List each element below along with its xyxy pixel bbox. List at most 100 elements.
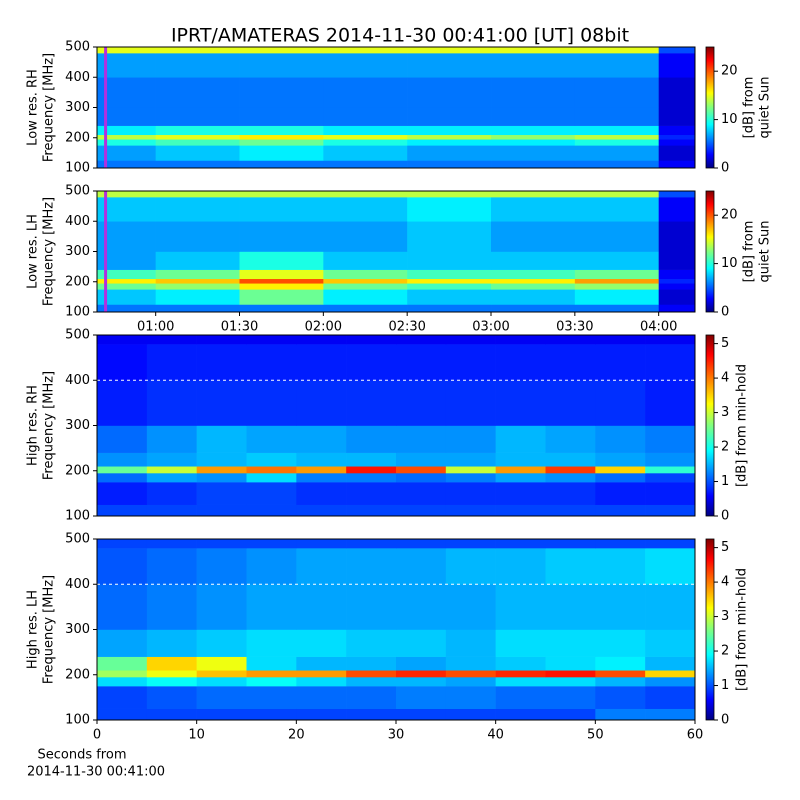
heatmap-cell: [323, 134, 408, 140]
x-tick-label: 03:00: [472, 320, 509, 335]
heatmap-cell: [323, 283, 408, 290]
heatmap-cell: [445, 466, 496, 474]
heatmap-cell: [595, 425, 646, 453]
heatmap-cell: [97, 125, 156, 136]
heatmap-cell: [346, 677, 397, 687]
heatmap-cell: [574, 160, 659, 169]
heatmap-cell: [445, 482, 496, 505]
heatmap-cell: [323, 145, 408, 161]
heatmap-cell: [574, 107, 659, 126]
colorbar-tick-label: 4: [721, 371, 729, 386]
heatmap-cell: [645, 686, 696, 709]
heatmap-cell: [239, 139, 324, 146]
heatmap-cell: [658, 160, 696, 169]
heatmap-cell: [346, 452, 397, 467]
colorbar-tick-label: 20: [721, 64, 738, 79]
heatmap-cell: [155, 139, 240, 146]
heatmap-cell: [155, 283, 240, 290]
heatmap-cell: [445, 473, 496, 483]
heatmap-cell: [658, 221, 696, 252]
heatmap-cell: [495, 504, 546, 517]
colorbar: [705, 190, 715, 313]
heatmap-cell: [323, 278, 408, 284]
y-tick-label: 300: [65, 244, 90, 259]
heatmap-cell: [574, 304, 659, 313]
heatmap-cell: [396, 708, 447, 721]
heatmap-cell: [239, 145, 324, 161]
heatmap-cell: [545, 708, 596, 721]
heatmap-cell: [346, 344, 397, 381]
heatmap-cell: [346, 380, 397, 426]
heatmap-cell: [296, 629, 347, 657]
heatmap-cell: [296, 584, 347, 630]
heatmap-cell: [407, 191, 492, 198]
y-tick-label: 500: [65, 40, 90, 55]
heatmap-cell: [346, 482, 397, 505]
heatmap-cell: [323, 197, 408, 222]
heatmap-cell: [97, 584, 148, 630]
heatmap-cell: [407, 289, 492, 305]
heatmap-cell: [407, 134, 492, 140]
heatmap-cell: [645, 482, 696, 505]
heatmap-cell: [495, 466, 546, 474]
heatmap-cell: [97, 269, 156, 280]
heatmap-cell: [396, 380, 447, 426]
figure-title: IPRT/AMATERAS 2014-11-30 00:41:00 [UT] 0…: [171, 25, 629, 47]
y-tick-label: 100: [65, 305, 90, 320]
heatmap-cell: [407, 77, 492, 108]
heatmap-cell: [491, 134, 576, 140]
heatmap-cell: [595, 504, 646, 517]
heatmap-cell: [491, 77, 576, 108]
heatmap-cell: [495, 677, 546, 687]
heatmap-cell: [323, 125, 408, 136]
colorbar-tick-label: 0: [721, 713, 729, 728]
heatmap-cell: [239, 125, 324, 136]
heatmap-cell: [246, 708, 297, 721]
heatmap-cell: [196, 677, 247, 687]
heatmap-cell: [323, 304, 408, 313]
heatmap-cell: [658, 304, 696, 313]
heatmap-cell: [495, 482, 546, 505]
heatmap-cell: [491, 221, 576, 252]
heatmap-cell: [645, 425, 696, 453]
heatmap-cell: [396, 452, 447, 467]
heatmap-cell: [239, 251, 324, 270]
heatmap-cell: [296, 335, 347, 345]
heatmap-cell: [658, 251, 696, 270]
heatmap-cell: [574, 289, 659, 305]
heatmap-cell: [491, 160, 576, 169]
heatmap-cell: [407, 47, 492, 54]
heatmap-cell: [296, 677, 347, 687]
heatmap-cell: [396, 425, 447, 453]
y-tick-label: 400: [65, 214, 90, 229]
heatmap-cell: [346, 504, 397, 517]
colorbar: [705, 334, 715, 517]
heatmap-cell: [346, 584, 397, 630]
heatmap-cell: [146, 482, 197, 505]
heatmap-cell: [323, 160, 408, 169]
heatmap-cell: [97, 191, 156, 198]
heatmap-cell: [323, 269, 408, 280]
heatmap-cell: [574, 221, 659, 252]
heatmap-cell: [239, 283, 324, 290]
heatmap-cell: [239, 53, 324, 78]
heatmap-cell: [97, 145, 156, 161]
heatmap-cell: [323, 77, 408, 108]
heatmap-cell: [491, 139, 576, 146]
y-tick-label: 200: [65, 274, 90, 289]
heatmap-cell: [97, 278, 156, 284]
heatmap-cell: [645, 344, 696, 381]
heatmap-cell: [239, 160, 324, 169]
heatmap-cell: [645, 629, 696, 657]
heatmap-cell: [495, 670, 546, 678]
heatmap-cell: [658, 283, 696, 290]
heatmap-cell: [658, 191, 696, 198]
heatmap-cell: [246, 452, 297, 467]
y-axis-label: High res. LH: [26, 590, 41, 669]
heatmap-cell: [595, 452, 646, 467]
heatmap-cell: [396, 677, 447, 687]
x-tick-label: 04:00: [640, 320, 677, 335]
heatmap-cell: [97, 686, 148, 709]
colorbar-label: quiet Sun: [758, 220, 773, 282]
heatmap-cell: [146, 670, 197, 678]
